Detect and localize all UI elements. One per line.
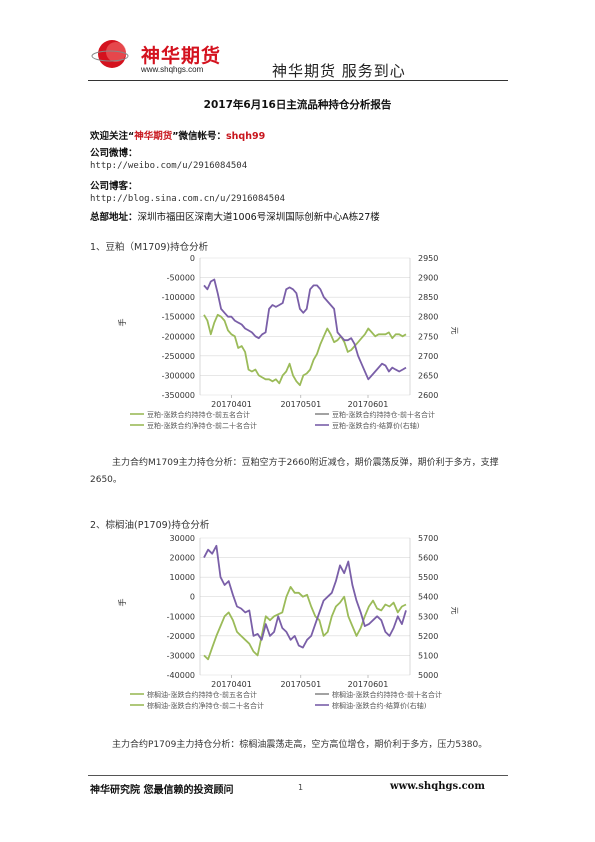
logo-globe-icon <box>91 40 129 68</box>
legend-entry: 棕榈油-涨跌合约-结算价(右轴) <box>332 701 427 710</box>
right-tick-label: 5300 <box>418 612 438 621</box>
header-slogan: 神华期货 服务到心 <box>272 62 406 80</box>
address-line: 总部地址：深圳市福田区深南大道1006号深圳国际创新中心A栋27楼 <box>90 209 380 223</box>
follow-mid: ”微信帐号： <box>172 131 227 142</box>
series-line <box>203 544 407 649</box>
footer-slogan: 神华研究院 您最信赖的投资顾问 <box>90 785 234 796</box>
left-tick-label: -300000 <box>162 371 195 380</box>
x-tick-label: 20170601 <box>348 680 389 689</box>
left-tick-label: 0 <box>190 593 195 602</box>
left-tick-label: -200000 <box>162 332 195 341</box>
legend-entry: 豆粕-涨跌合约持持仓-前五名合计 <box>147 410 250 419</box>
right-tick-label: 2800 <box>418 313 438 322</box>
left-tick-label: -10000 <box>167 612 195 621</box>
logo-url: www.shqhgs.com <box>141 65 204 74</box>
footer-divider <box>88 775 508 776</box>
x-tick-label: 20170501 <box>280 400 321 409</box>
left-axis-label: 手 <box>117 319 127 327</box>
left-tick-label: 30000 <box>170 534 195 543</box>
follow-line: 欢迎关注“神华期货”微信帐号：shqh99 <box>90 128 265 142</box>
series-line <box>203 313 407 387</box>
address-text: 深圳市福田区深南大道1006号深圳国际创新中心A栋27楼 <box>137 212 380 223</box>
address-label: 总部地址： <box>90 212 138 223</box>
weibo-label: 公司微博： <box>90 148 138 159</box>
right-tick-label: 2600 <box>418 391 438 400</box>
x-tick-label: 20170601 <box>348 400 389 409</box>
left-tick-label: 20000 <box>170 554 195 563</box>
x-tick-label: 20170401 <box>211 680 252 689</box>
section-1-analysis: 主力合约M1709主力持仓分析：豆粕空方于2660附近减仓，期价震荡反弹，期价利… <box>90 458 499 485</box>
legend-entry: 棕榈油-涨跌合约净持仓-前二十名合计 <box>147 701 264 710</box>
blog-label: 公司博客： <box>90 181 138 192</box>
left-tick-label: -50000 <box>167 274 195 283</box>
x-tick-label: 20170501 <box>280 680 321 689</box>
right-tick-label: 2850 <box>418 293 438 302</box>
right-tick-label: 2750 <box>418 332 438 341</box>
section-2-heading: 2、棕榈油(P1709)持仓分析 <box>90 520 210 531</box>
soybean-meal-chart: 0 2950 -50000 2900 -100000 2850 -150000 2800 -20… <box>117 254 459 430</box>
logo-text: 神华期货 <box>141 45 222 67</box>
right-tick-label: 2700 <box>418 352 438 361</box>
chart-1-container: 0 2950 -50000 2900 -100000 2850 -150000 2800 -20… <box>110 250 495 445</box>
right-tick-label: 5100 <box>418 651 438 660</box>
report-title: 2017年6月16日主流品种持仓分析报告 <box>203 99 392 111</box>
right-tick-label: 5600 <box>418 554 438 563</box>
right-tick-label: 2650 <box>418 371 438 380</box>
right-axis-label: 元 <box>450 607 459 615</box>
follow-label: 欢迎关注“ <box>90 131 135 142</box>
left-tick-label: -20000 <box>167 632 195 641</box>
series-line <box>203 278 407 381</box>
weibo-link[interactable]: http://weibo.com/u/2916084504 <box>90 161 248 171</box>
section-1-heading: 1、豆粕（M1709)持仓分析 <box>90 242 209 253</box>
logo <box>88 36 148 72</box>
chart-2-container: 30000 5700 20000 5600 10000 5500 0 5400 -10000 53… <box>110 530 495 730</box>
right-tick-label: 5500 <box>418 573 438 582</box>
right-tick-label: 5200 <box>418 632 438 641</box>
left-tick-label: 10000 <box>170 573 195 582</box>
left-tick-label: -350000 <box>162 391 195 400</box>
follow-brand: 神华期货 <box>134 131 173 142</box>
legend-entry: 棕榈油-涨跌合约持持仓-前十名合计 <box>332 690 442 699</box>
left-tick-label: -150000 <box>162 313 195 322</box>
right-tick-label: 5000 <box>418 671 438 680</box>
legend-entry: 豆粕-涨跌合约持持仓-前十名合计 <box>332 410 435 419</box>
legend-entry: 豆粕-涨跌合约-结算价(右轴) <box>332 421 420 430</box>
x-tick-label: 20170401 <box>211 400 252 409</box>
left-tick-label: -100000 <box>162 293 195 302</box>
left-axis-label: 手 <box>117 599 127 607</box>
right-tick-label: 2900 <box>418 274 438 283</box>
legend-entry: 棕榈油-涨跌合约持持仓-前五名合计 <box>147 690 257 699</box>
palm-oil-chart: 30000 5700 20000 5600 10000 5500 0 5400 -10000 53… <box>117 534 459 710</box>
series-line <box>203 586 407 661</box>
section-2-analysis: 主力合约P1709主力持仓分析：棕榈油震荡走高，空方高位增仓，期价利于多方，压力… <box>112 740 488 750</box>
left-tick-label: -40000 <box>167 671 195 680</box>
page-number: 1 <box>298 783 304 792</box>
legend-entry: 豆粕-涨跌合约净持仓-前二十名合计 <box>147 421 257 430</box>
right-tick-label: 5400 <box>418 593 438 602</box>
right-tick-label: 2950 <box>418 254 438 263</box>
header-divider <box>88 80 508 81</box>
wechat-id: shqh99 <box>226 131 266 142</box>
left-tick-label: -250000 <box>162 352 195 361</box>
footer-url[interactable]: www.shqhgs.com <box>390 781 485 792</box>
right-axis-label: 元 <box>450 327 459 335</box>
right-tick-label: 5700 <box>418 534 438 543</box>
left-tick-label: -30000 <box>167 651 195 660</box>
blog-link[interactable]: http://blog.sina.com.cn/u/2916084504 <box>90 194 286 204</box>
left-tick-label: 0 <box>190 254 195 263</box>
